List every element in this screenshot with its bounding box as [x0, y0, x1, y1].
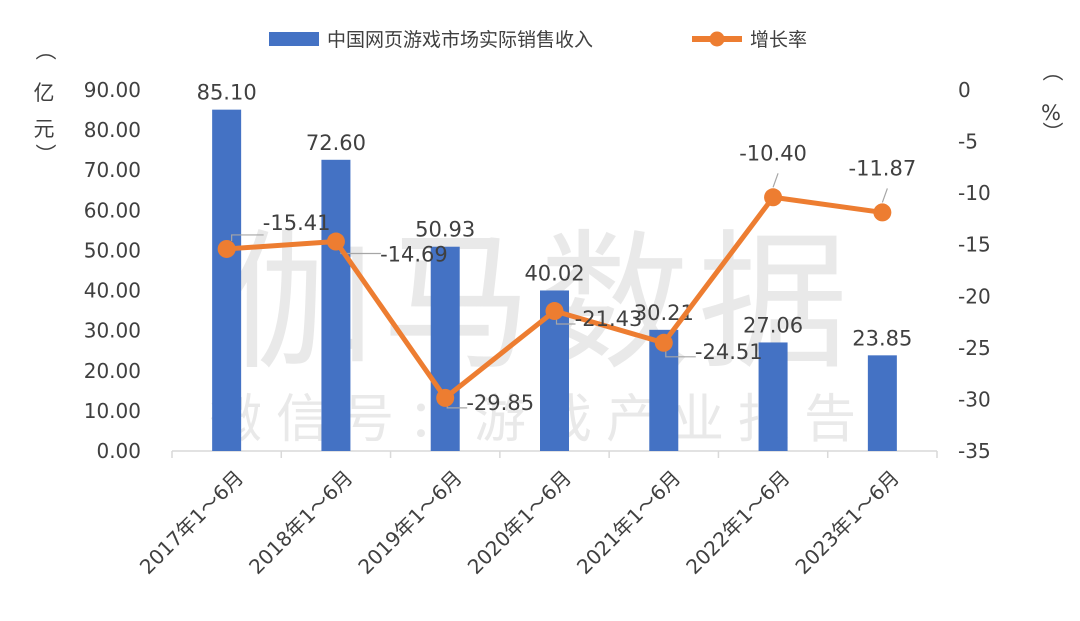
bar-series: [212, 109, 897, 451]
x-axis-labels: 2017年1～6月2018年1～6月2019年1～6月2020年1～6月2021…: [135, 466, 904, 579]
left-tick-label: 70.00: [84, 158, 141, 182]
bar-data-label: 72.60: [306, 131, 366, 155]
x-axis-ticks: [171, 451, 938, 458]
right-tick-label: -30: [958, 387, 991, 411]
bar-data-label: 85.10: [197, 81, 257, 105]
line-data-label: -14.69: [380, 243, 448, 267]
bar-data-label: 40.02: [524, 261, 584, 285]
x-category-label: 2023年1～6月: [791, 466, 904, 579]
line-point: [217, 239, 236, 258]
left-unit-char: ）: [33, 144, 57, 165]
left-tick-label: 30.00: [84, 319, 141, 343]
line-label-leader: [665, 350, 696, 358]
left-tick-label: 80.00: [84, 118, 141, 142]
watermark-subtitle: 微信号：游戏产业报告: [210, 390, 870, 450]
line-data-label: -21.43: [575, 307, 643, 331]
right-unit-char: （: [1040, 61, 1064, 82]
line-data-label: -15.41: [263, 211, 331, 235]
line-label-leader: [772, 173, 779, 188]
x-category-label: 2019年1～6月: [353, 466, 466, 579]
left-tick-label: 50.00: [84, 238, 141, 262]
left-unit-char: 元: [34, 117, 55, 141]
left-unit-char: 亿: [34, 81, 55, 105]
left-tick-label: 60.00: [84, 198, 141, 222]
left-tick-label: 10.00: [84, 399, 141, 423]
right-axis-unit: （%）: [1040, 61, 1064, 143]
bar: [430, 246, 460, 451]
legend-line-label: 增长率: [750, 29, 807, 51]
legend-bar-label: 中国网页游戏市场实际销售收入: [327, 29, 593, 51]
bar-data-label: 50.93: [415, 218, 475, 242]
left-tick-label: 40.00: [84, 279, 141, 303]
left-unit-char: （: [33, 40, 57, 61]
left-tick-label: 90.00: [84, 78, 141, 102]
legend: 中国网页游戏市场实际销售收入 增长率: [269, 29, 807, 51]
line-point: [764, 188, 783, 207]
x-category-label: 2022年1～6月: [681, 466, 794, 579]
right-tick-label: -20: [958, 284, 991, 308]
right-tick-label: -25: [958, 336, 991, 360]
bar: [321, 159, 351, 451]
line-point: [326, 232, 345, 251]
line-data-label: -24.51: [695, 340, 763, 364]
right-tick-label: -35: [958, 439, 991, 463]
line-point: [545, 302, 564, 321]
line-label-leader: [881, 188, 888, 203]
x-category-label: 2021年1～6月: [572, 466, 685, 579]
line-point: [654, 333, 673, 352]
right-tick-label: -10: [958, 181, 991, 205]
left-tick-label: 20.00: [84, 359, 141, 383]
x-category-label: 2017年1～6月: [135, 466, 248, 579]
legend-bar-swatch: [269, 32, 319, 46]
line-data-label: -29.85: [466, 391, 534, 415]
left-axis-ticks: 0.00 10.00 20.00 30.00 40.00 50.00 60.00 70.00 8…: [84, 78, 141, 463]
bar: [758, 342, 788, 451]
right-tick-label: -15: [958, 233, 991, 257]
bar-data-label: 23.85: [852, 326, 912, 350]
x-category-label: 2020年1～6月: [463, 466, 576, 579]
legend-line-marker: [709, 31, 725, 47]
line-point: [873, 203, 892, 222]
line-series: [217, 188, 892, 407]
right-tick-label: 0: [958, 78, 971, 102]
line-data-label: -10.40: [739, 141, 807, 165]
left-tick-label: 0.00: [96, 439, 141, 463]
line-point: [436, 388, 455, 407]
bar: [867, 355, 897, 451]
left-axis-unit: （ 亿元 ）: [33, 40, 57, 165]
line-data-label: -11.87: [849, 156, 917, 180]
line-data-labels: -15.41 -14.69 -29.85 -21.43 -24.51 -10.40 -11.…: [263, 141, 916, 415]
right-unit-char: %: [1041, 101, 1061, 125]
right-tick-label: -5: [958, 130, 978, 154]
line-label-leader: [231, 234, 264, 241]
right-axis-ticks: 0 -5 -10 -15 -20 -25 -30 -35: [958, 78, 991, 463]
bar: [212, 109, 242, 451]
right-unit-char: ）: [1040, 122, 1064, 143]
x-category-label: 2018年1～6月: [244, 466, 357, 579]
bar-data-label: 27.06: [743, 313, 803, 337]
line-label-leader: [555, 319, 576, 325]
